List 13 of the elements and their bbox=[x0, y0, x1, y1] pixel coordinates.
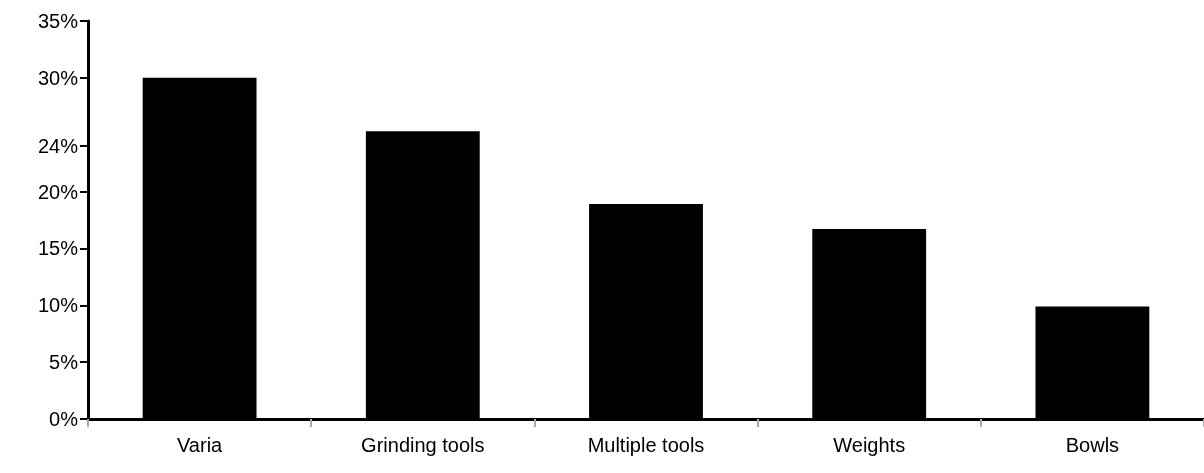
y-tick-label: 20% bbox=[37, 180, 79, 203]
x-tick-label: Grinding tools bbox=[361, 434, 485, 456]
y-tick-label: 24% bbox=[37, 135, 79, 158]
y-tick-label: 35% bbox=[37, 10, 79, 32]
x-tick-label: Bowls bbox=[1065, 434, 1120, 456]
x-tick-label: Weights bbox=[833, 434, 906, 456]
y-tick-label: 0% bbox=[49, 408, 79, 430]
y-tick-label: 15% bbox=[37, 237, 79, 260]
y-tick-label: 30% bbox=[37, 66, 79, 89]
x-tick-label: Varia bbox=[176, 434, 224, 456]
y-tick-label: 5% bbox=[49, 351, 79, 374]
y-tick-label: 10% bbox=[37, 294, 79, 317]
x-tick-label: Multiple tools bbox=[587, 434, 705, 456]
